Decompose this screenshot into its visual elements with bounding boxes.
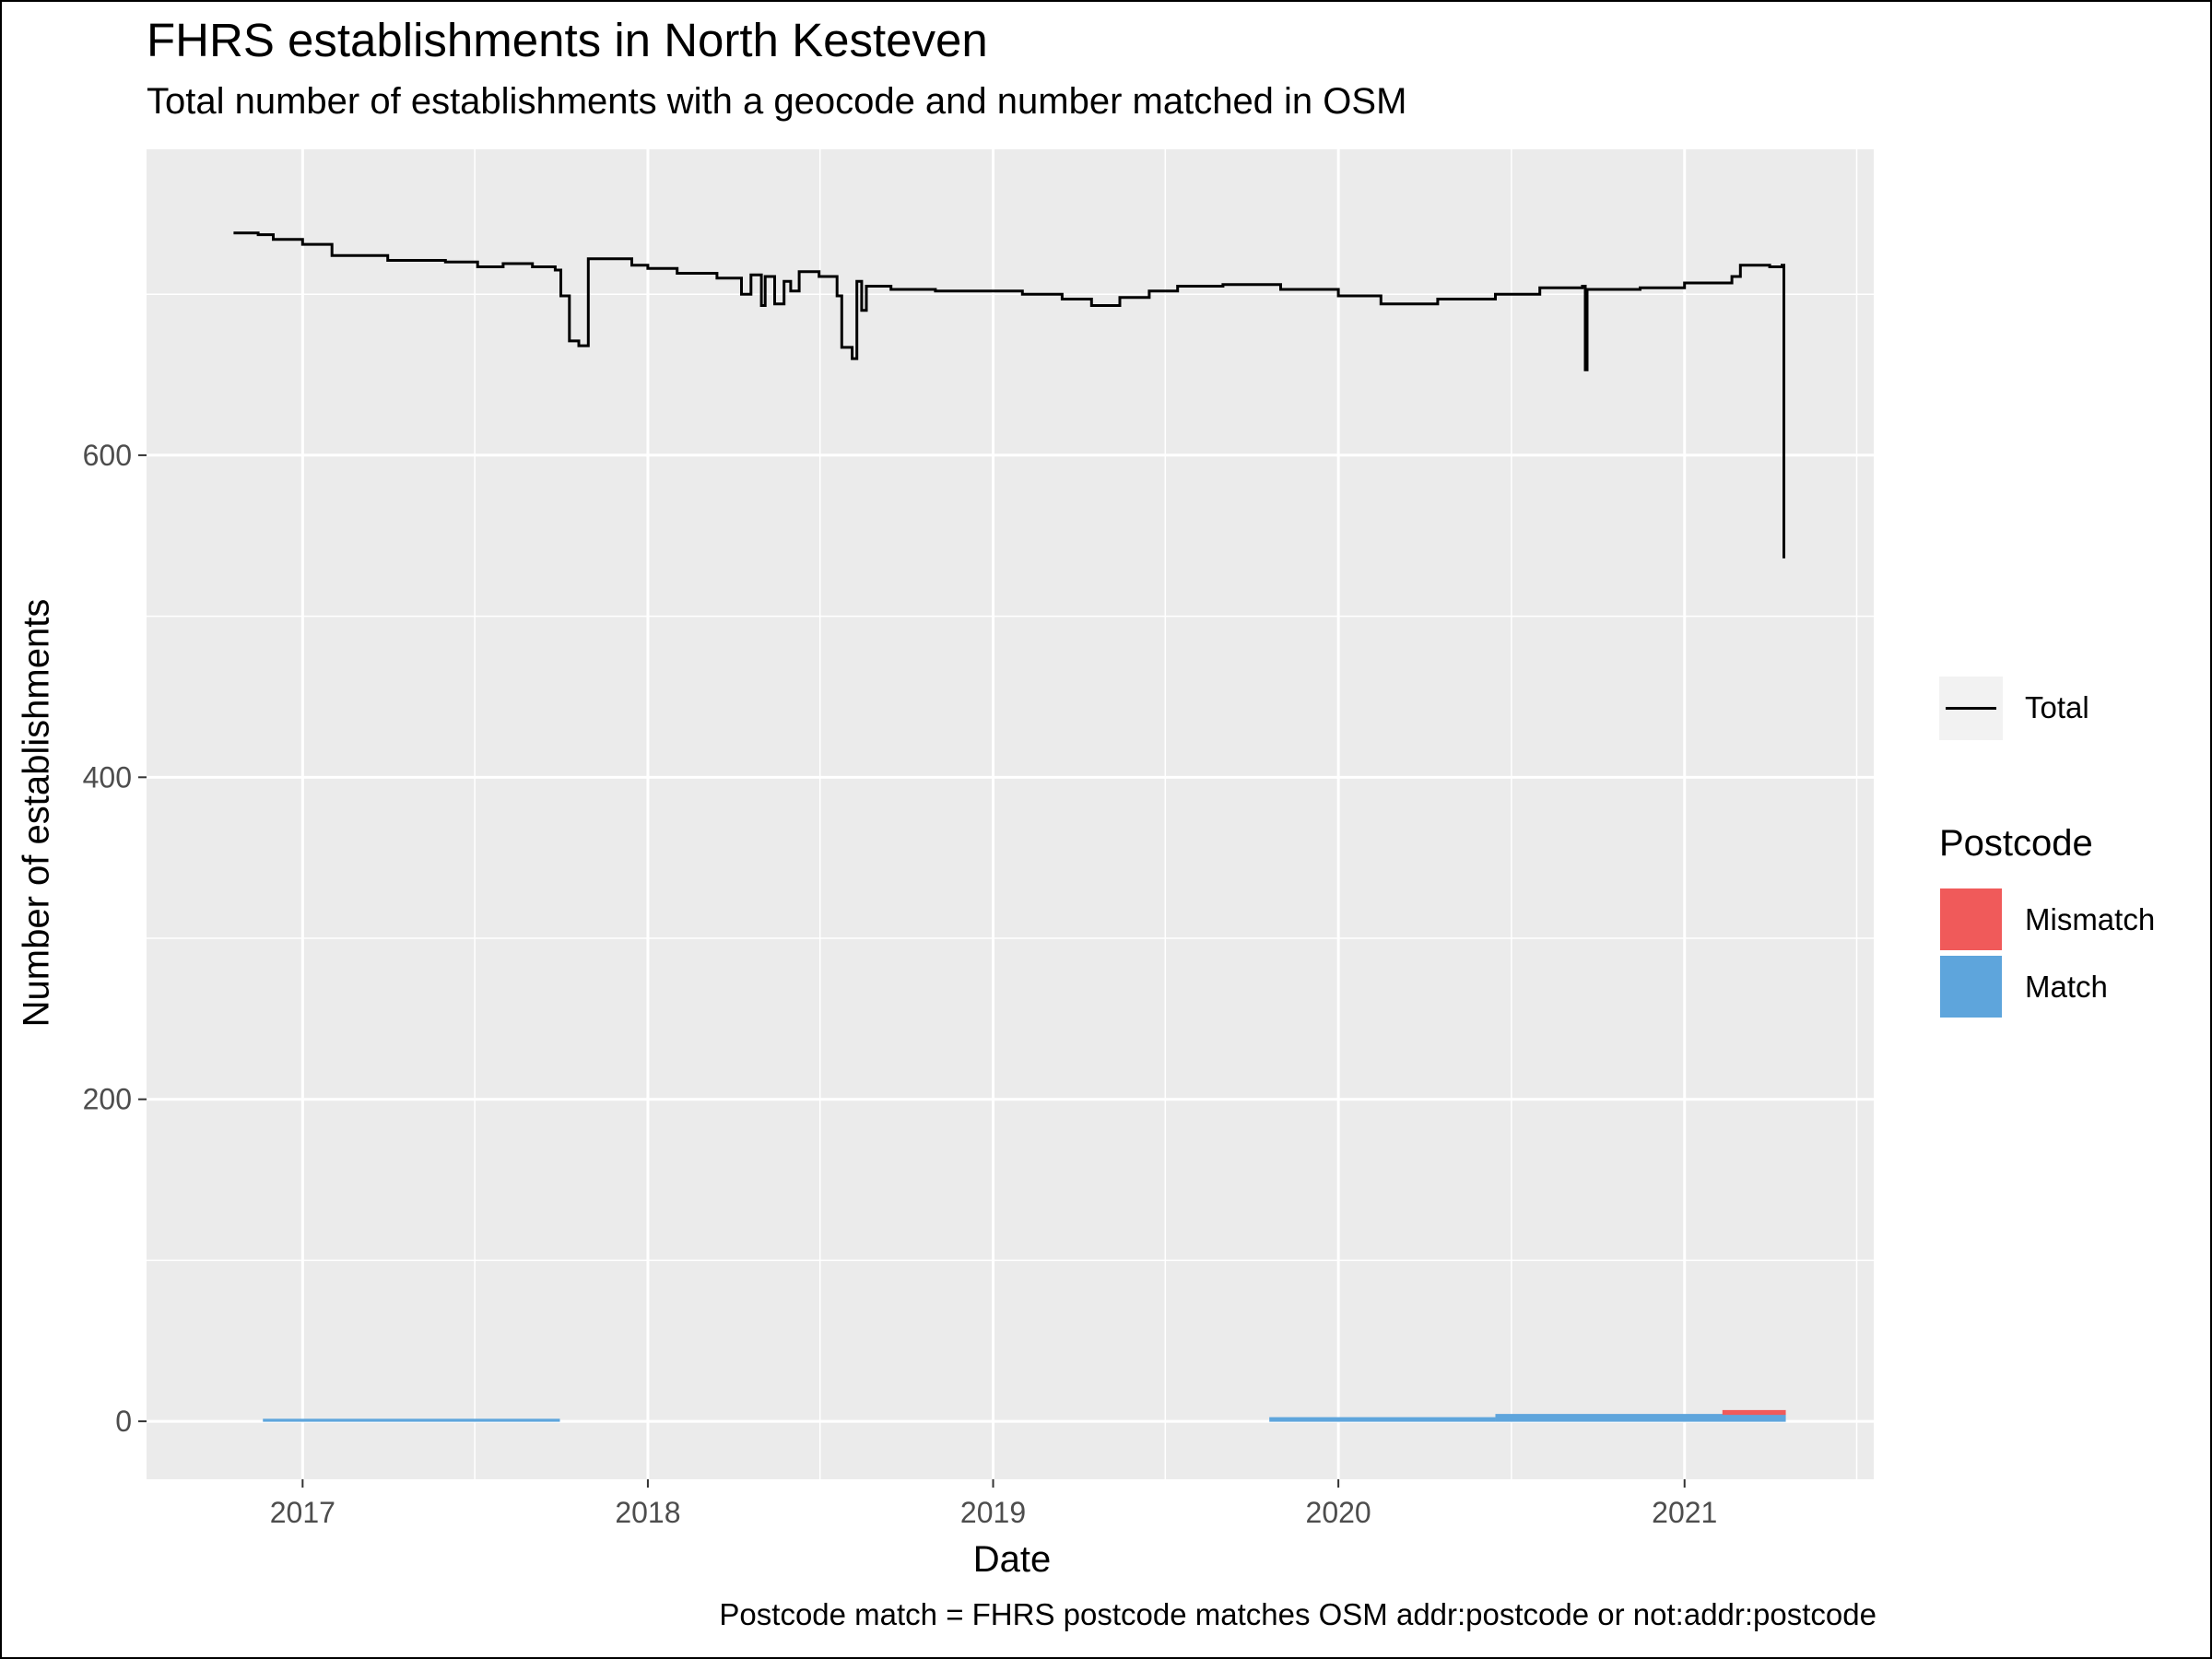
legend-label-total: Total (2025, 690, 2089, 724)
chart-title: FHRS establishments in North Kesteven (147, 14, 988, 66)
x-tick-label: 2021 (1652, 1496, 1717, 1529)
legend-label-match: Match (2025, 970, 2108, 1004)
mismatch-area (1722, 1409, 1786, 1416)
x-tick-label: 2018 (615, 1496, 680, 1529)
legend-swatch-mismatch (1940, 888, 2002, 950)
x-tick-label: 2019 (960, 1496, 1026, 1529)
match-area (263, 1418, 560, 1422)
chart-caption: Postcode match = FHRS postcode matches O… (719, 1597, 1877, 1631)
y-tick-label: 200 (83, 1083, 132, 1116)
total-series-line (233, 231, 1785, 559)
match-area (1495, 1414, 1786, 1422)
x-tick-label: 2020 (1306, 1496, 1371, 1529)
y-axis-label: Number of establishments (16, 598, 57, 1028)
y-tick-label: 600 (83, 439, 132, 472)
y-tick-label: 400 (83, 760, 132, 794)
y-tick-label: 0 (115, 1405, 132, 1438)
plot-panel (147, 149, 1874, 1479)
legend-title: Postcode (1939, 823, 2093, 864)
chart-subtitle: Total number of establishments with a ge… (147, 81, 1407, 122)
legend-swatch-match (1940, 956, 2002, 1018)
match-area (1269, 1417, 1496, 1422)
x-axis-label: Date (972, 1539, 1052, 1580)
x-tick-label: 2017 (270, 1496, 335, 1529)
legend-line-icon (1946, 707, 1996, 710)
legend-label-mismatch: Mismatch (2025, 902, 2156, 936)
legend-key-total (1939, 677, 2003, 740)
